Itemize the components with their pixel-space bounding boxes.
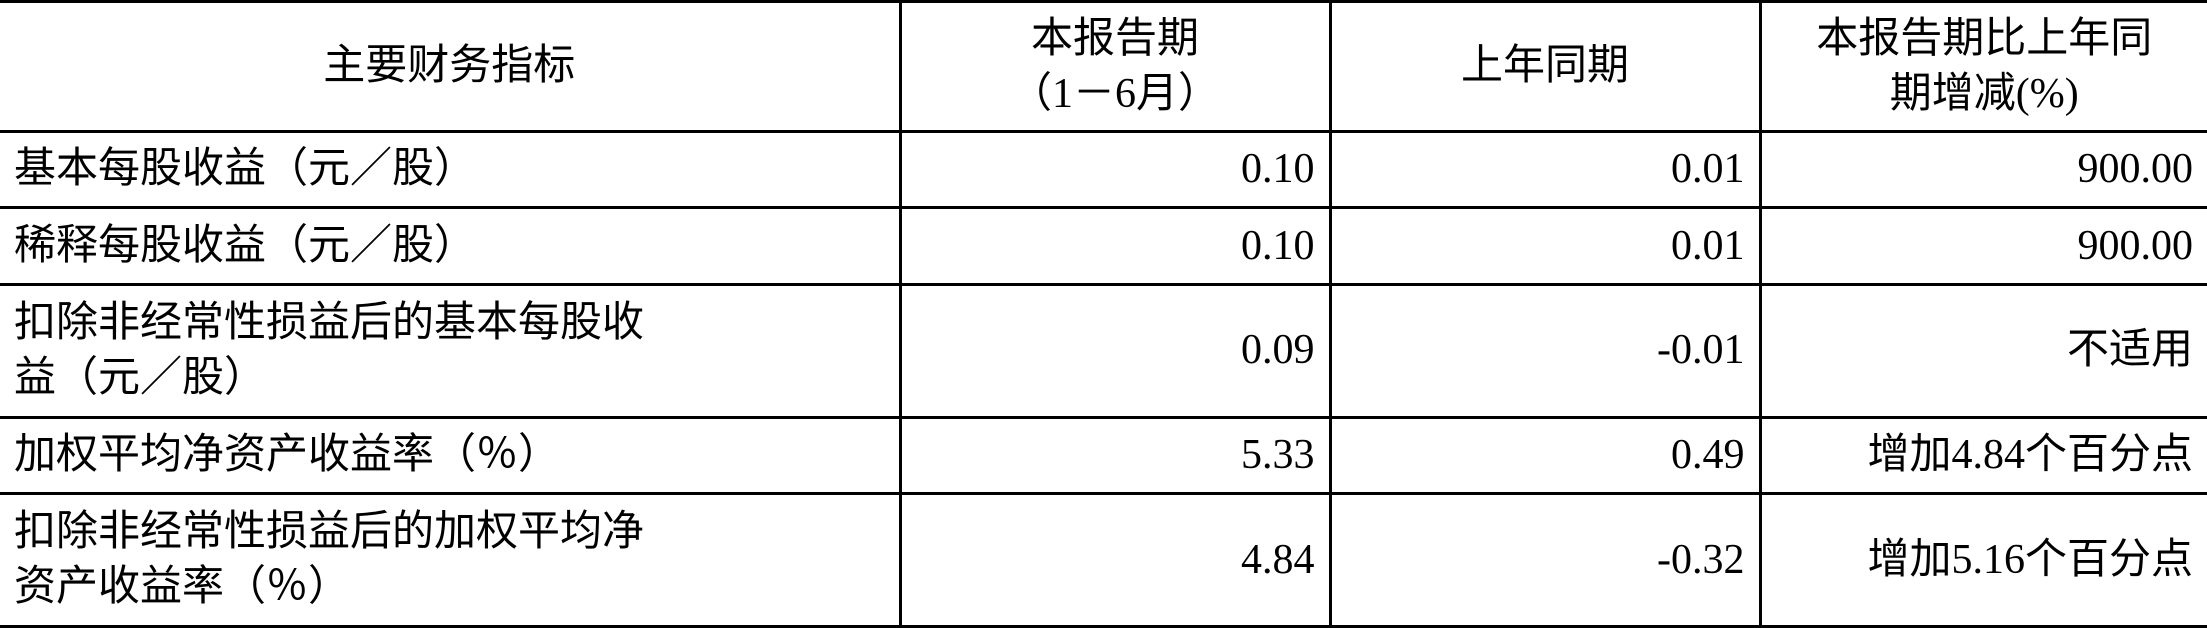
cell-current: 5.33 (900, 417, 1330, 493)
cell-label-line1: 扣除非经常性损益后的加权平均净 (14, 509, 644, 555)
cell-label-line2: 益（元／股） (14, 355, 266, 401)
header-change-pct: 本报告期比上年同期增减(%) (1760, 2, 2207, 132)
cell-prior: 0.01 (1330, 132, 1760, 208)
cell-current: 0.09 (900, 284, 1330, 417)
cell-label-line1: 扣除非经常性损益后的基本每股收 (14, 300, 644, 346)
table-row: 稀释每股收益（元／股） 0.10 0.01 900.00 (0, 208, 2207, 284)
cell-current: 4.84 (900, 494, 1330, 627)
financial-metrics-table-container: 主要财务指标 本报告期 （1－6月） 上年同期 本报告期比上年同期增减(%) 基本… (0, 0, 2207, 628)
header-change-line1: 本报告期比上年同 (1816, 16, 2152, 62)
cell-current: 0.10 (900, 132, 1330, 208)
header-change-line2: 期增减(%) (1890, 71, 2079, 117)
table-row: 加权平均净资产收益率（％） 5.33 0.49 增加4.84个百分点 (0, 417, 2207, 493)
cell-label: 加权平均净资产收益率（％） (0, 417, 900, 493)
cell-label: 扣除非经常性损益后的基本每股收益（元／股） (0, 284, 900, 417)
table-row: 基本每股收益（元／股） 0.10 0.01 900.00 (0, 132, 2207, 208)
cell-change: 900.00 (1760, 208, 2207, 284)
cell-prior: 0.01 (1330, 208, 1760, 284)
cell-prior: 0.49 (1330, 417, 1760, 493)
header-current-line1: 本报告期 (1031, 16, 1199, 62)
cell-label: 基本每股收益（元／股） (0, 132, 900, 208)
cell-current: 0.10 (900, 208, 1330, 284)
cell-label: 扣除非经常性损益后的加权平均净资产收益率（％） (0, 494, 900, 627)
header-current-period: 本报告期 （1－6月） (900, 2, 1330, 132)
cell-prior: -0.32 (1330, 494, 1760, 627)
cell-change: 增加4.84个百分点 (1760, 417, 2207, 493)
cell-label: 稀释每股收益（元／股） (0, 208, 900, 284)
cell-prior: -0.01 (1330, 284, 1760, 417)
header-current-line2: （1－6月） (1010, 71, 1220, 117)
table-row: 扣除非经常性损益后的加权平均净资产收益率（％） 4.84 -0.32 增加5.1… (0, 494, 2207, 627)
table-row: 扣除非经常性损益后的基本每股收益（元／股） 0.09 -0.01 不适用 (0, 284, 2207, 417)
cell-label-line2: 资产收益率（％） (14, 564, 350, 610)
header-prior-period: 上年同期 (1330, 2, 1760, 132)
table-header-row: 主要财务指标 本报告期 （1－6月） 上年同期 本报告期比上年同期增减(%) (0, 2, 2207, 132)
financial-metrics-table: 主要财务指标 本报告期 （1－6月） 上年同期 本报告期比上年同期增减(%) 基本… (0, 0, 2207, 628)
cell-change: 不适用 (1760, 284, 2207, 417)
cell-change: 增加5.16个百分点 (1760, 494, 2207, 627)
header-metric: 主要财务指标 (0, 2, 900, 132)
cell-change: 900.00 (1760, 132, 2207, 208)
